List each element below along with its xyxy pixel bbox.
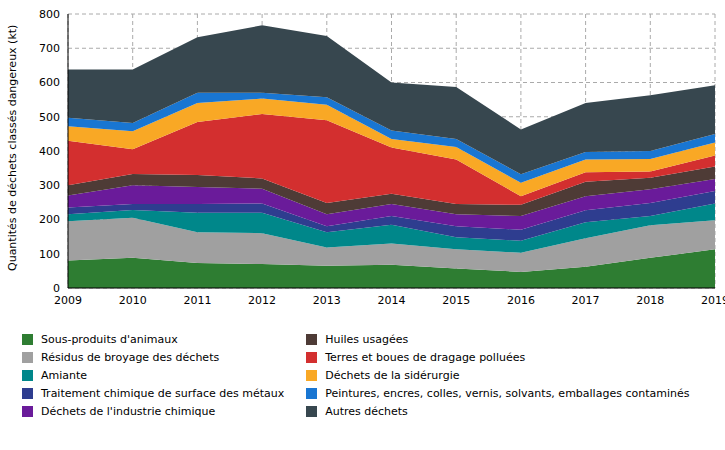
svg-text:700: 700 <box>39 42 60 55</box>
svg-text:2016: 2016 <box>507 294 535 307</box>
svg-text:2014: 2014 <box>378 294 406 307</box>
svg-text:2011: 2011 <box>183 294 211 307</box>
html-text:Amiante: Amiante <box>41 368 88 382</box>
svg-text:Quantités de déchets classés d: Quantités de déchets classés dangereux (… <box>8 25 19 271</box>
html-text:Huiles usagées: Huiles usagées <box>325 332 409 346</box>
svg-text:2012: 2012 <box>248 294 276 307</box>
svg-text:2018: 2018 <box>636 294 664 307</box>
svg-text:2019: 2019 <box>701 294 717 307</box>
html-text:Traitement chimique de surface: Traitement chimique de surface des métau… <box>41 386 285 400</box>
html-text:Résidus de broyage des déchets: Résidus de broyage des déchets <box>41 350 220 364</box>
svg-text:500: 500 <box>39 111 60 124</box>
svg-text:2013: 2013 <box>313 294 341 307</box>
html-text:Déchets de la sidérurgie: Déchets de la sidérurgie <box>325 368 460 382</box>
html-text:Déchets de l'industrie chimiqu: Déchets de l'industrie chimique <box>41 404 216 418</box>
html-text:Terres et boues de dragage pol: Terres et boues de dragage polluées <box>325 350 526 364</box>
svg-text:2017: 2017 <box>572 294 600 307</box>
svg-text:300: 300 <box>39 179 60 192</box>
svg-text:0: 0 <box>53 282 60 295</box>
svg-text:100: 100 <box>39 248 60 261</box>
html-text:Peintures, encres, colles, ver: Peintures, encres, colles, vernis, solva… <box>325 386 690 400</box>
svg-text:200: 200 <box>39 213 60 226</box>
html-text:Autres déchets: Autres déchets <box>325 404 408 418</box>
svg-text:600: 600 <box>39 76 60 89</box>
svg-text:2015: 2015 <box>442 294 470 307</box>
svg-text:2009: 2009 <box>54 294 82 307</box>
svg-text:800: 800 <box>39 8 60 21</box>
svg-text:400: 400 <box>39 145 60 158</box>
html-text:Sous-produits d'animaux: Sous-produits d'animaux <box>41 332 178 346</box>
svg-text:2010: 2010 <box>119 294 147 307</box>
